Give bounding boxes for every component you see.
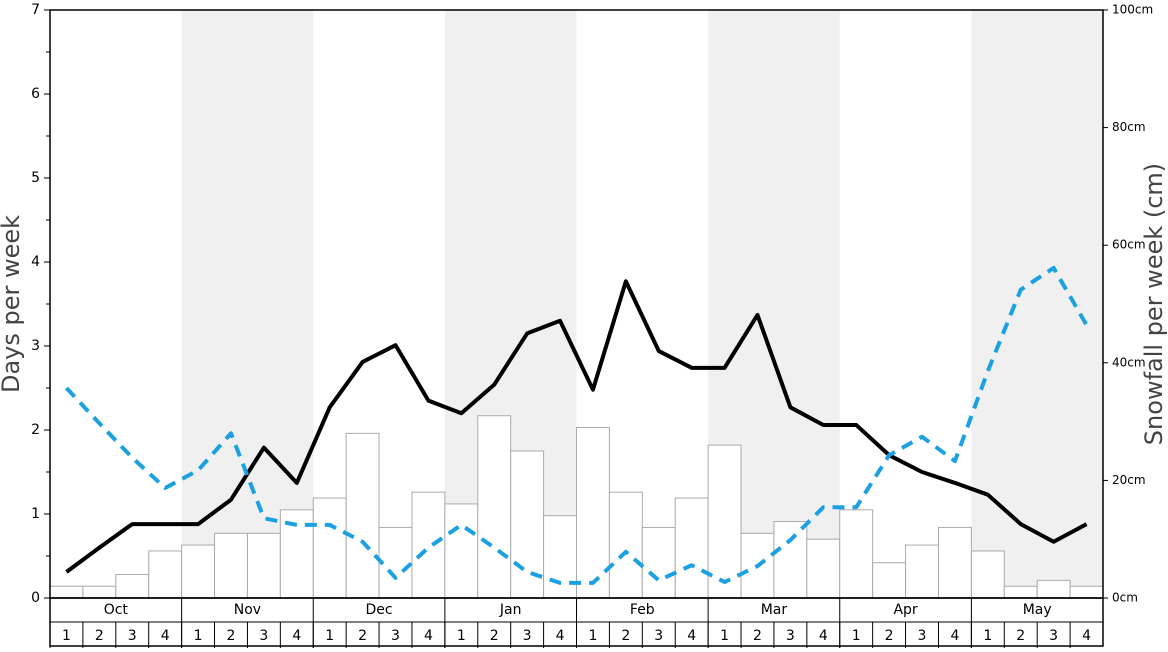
y2-tick-label: 100cm [1112,3,1153,17]
x-tick-label: 1 [325,628,334,644]
y2-tick-label: 80cm [1112,120,1146,134]
month-shade [181,10,314,598]
bar [148,550,183,599]
bar [937,526,972,599]
bar [773,521,808,599]
y-tick-label: 3 [31,338,40,354]
bar [839,509,874,599]
x-tick-label: 4 [292,628,301,644]
month-label: Jan [499,602,522,618]
y-tick-label: 7 [31,2,40,18]
x-tick-label: 4 [687,628,696,644]
bar [806,538,841,599]
x-tick-label: 3 [259,628,268,644]
bar [970,550,1005,599]
bar [49,585,84,599]
y-tick-label: 6 [31,86,40,102]
month-label: May [1023,602,1052,618]
x-tick-label: 4 [1082,628,1091,644]
month-label: Feb [630,602,655,618]
bar [214,532,248,599]
x-tick-label: 2 [490,628,499,644]
bar [872,562,907,599]
bar [1069,585,1104,599]
bar [576,426,610,599]
month-label: Apr [893,602,917,618]
y2-axis-label: Snowfall per week (cm) [1140,163,1168,445]
x-tick-label: 2 [621,628,630,644]
x-tick-label: 1 [720,628,729,644]
x-tick-label: 4 [424,628,433,644]
bar [674,497,709,599]
month-label: Oct [104,602,129,618]
y-tick-label: 1 [31,506,40,522]
y-tick-label: 5 [31,170,40,186]
x-tick-label: 3 [654,628,663,644]
x-tick-label: 1 [62,628,71,644]
y-tick-label: 2 [31,422,40,438]
x-tick-label: 2 [95,628,104,644]
bar [312,497,347,599]
bar [477,415,512,599]
x-tick-label: 1 [588,628,597,644]
y-axis-label: Days per week [0,215,25,393]
bar [246,532,281,599]
x-tick-label: 3 [128,628,137,644]
bar [1003,585,1038,599]
x-tick-label: 4 [556,628,565,644]
y-tick-label: 4 [31,254,40,270]
x-tick-label: 3 [1049,628,1058,644]
bar [608,491,643,599]
bar [181,544,216,599]
bar [1036,579,1071,599]
x-tick-label: 4 [950,628,959,644]
y-tick-label: 0 [31,590,40,606]
month-label: Mar [761,602,788,618]
x-tick-label: 1 [457,628,466,644]
line [65,279,1088,574]
bar [115,573,150,599]
x-tick-label: 3 [523,628,532,644]
bar [411,491,446,599]
bar [345,432,380,599]
y2-tick-label: 0cm [1112,591,1138,605]
month-shade [971,10,1103,598]
month-label: Nov [234,602,261,618]
x-tick-label: 2 [358,628,367,644]
x-tick-label: 3 [786,628,795,644]
bar [82,585,117,599]
x-tick-label: 2 [227,628,236,644]
bar [905,544,939,599]
x-tick-label: 3 [918,628,927,644]
dashed-line [64,265,1089,585]
y2-tick-label: 20cm [1112,473,1146,487]
x-tick-label: 1 [194,628,203,644]
bar [543,515,577,599]
bar [444,503,479,599]
x-tick-label: 3 [391,628,400,644]
x-tick-label: 1 [852,628,861,644]
y2-tick-label: 40cm [1112,355,1146,369]
x-tick-label: 2 [1016,628,1025,644]
x-tick-label: 1 [983,628,992,644]
bar [707,444,742,599]
x-tick-label: 2 [885,628,894,644]
x-tick-label: 4 [819,628,828,644]
month-label: Dec [366,602,393,618]
x-tick-label: 2 [753,628,762,644]
y2-tick-label: 60cm [1112,238,1146,252]
bar [641,526,676,599]
x-tick-label: 4 [161,628,170,644]
